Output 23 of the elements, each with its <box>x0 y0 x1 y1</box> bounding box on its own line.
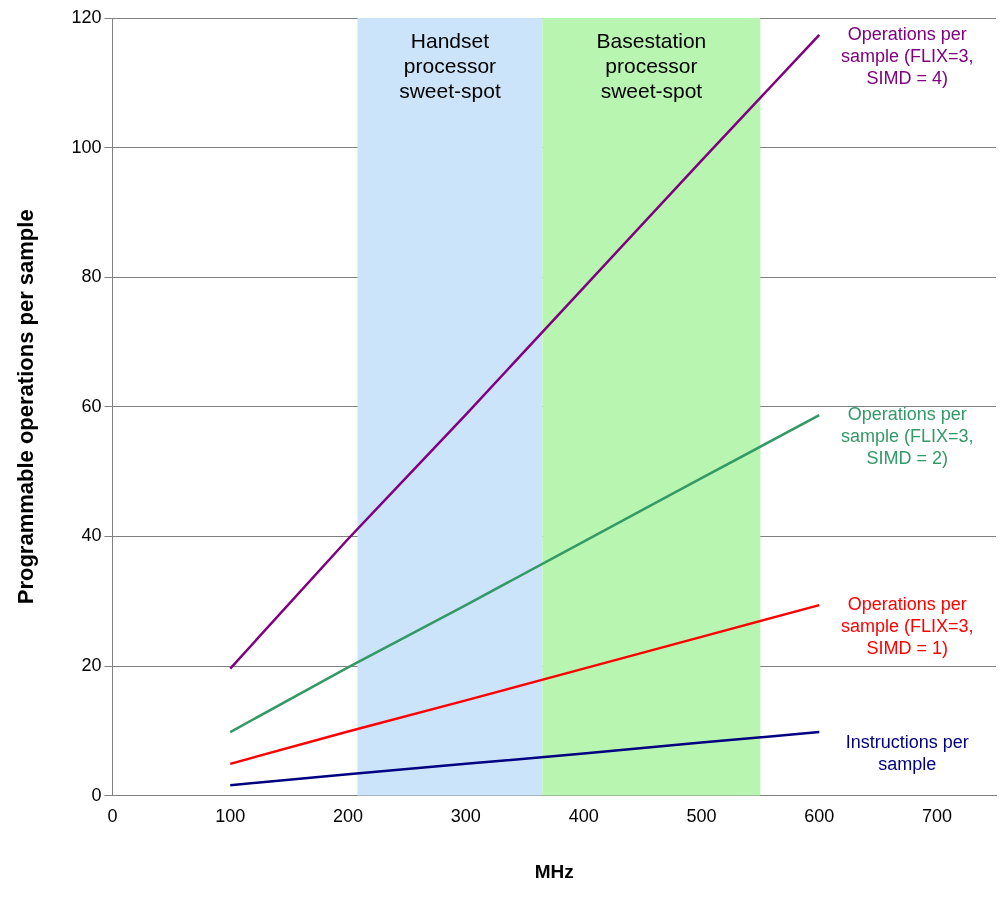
band-label: Basestation processor sweet-spot <box>596 29 707 103</box>
x-tick-label: 400 <box>568 806 599 827</box>
x-tick-label: 0 <box>107 806 118 827</box>
x-tick-label: 500 <box>686 806 717 827</box>
y-tick-label: 20 <box>81 654 102 675</box>
series-label: Operations per sample (FLIX=3, SIMD = 1) <box>841 594 974 659</box>
series-label: Operations per sample (FLIX=3, SIMD = 2) <box>841 404 974 469</box>
y-tick-label: 0 <box>91 784 102 805</box>
y-tick-label: 100 <box>71 136 102 157</box>
x-tick-label: 300 <box>450 806 481 827</box>
y-tick-label: 40 <box>81 525 102 546</box>
series-label: Operations per sample (FLIX=3, SIMD = 4) <box>841 23 974 88</box>
y-tick-label: 120 <box>71 6 102 27</box>
x-tick-label: 700 <box>922 806 953 827</box>
y-tick-label: 60 <box>81 395 102 416</box>
band-label: Handset processor sweet-spot <box>399 29 501 103</box>
x-axis-title: MHz <box>534 860 574 882</box>
x-tick-label: 600 <box>804 806 835 827</box>
y-tick-label: 80 <box>81 266 102 287</box>
x-tick-label: 200 <box>333 806 364 827</box>
y-axis-title: Programmable operations per sample <box>13 209 39 605</box>
x-tick-label: 100 <box>215 806 246 827</box>
series-label: Instructions per sample <box>845 732 969 775</box>
